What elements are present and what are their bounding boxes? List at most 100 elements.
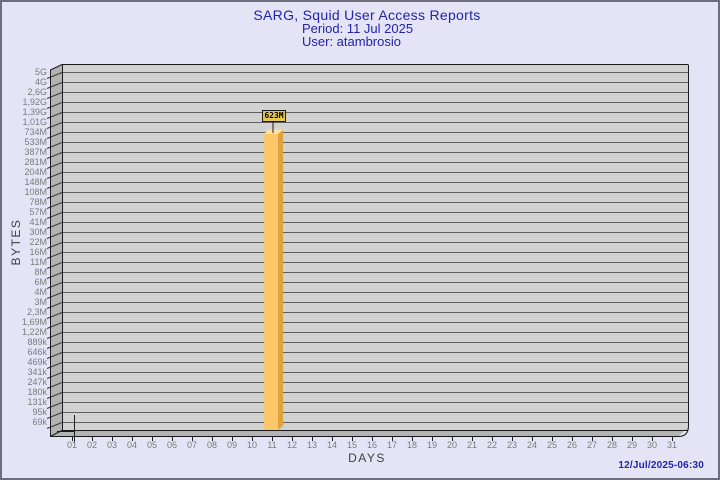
y-tick-label: 131k xyxy=(27,397,47,407)
y-tick-label: 1,92G xyxy=(22,97,47,107)
y-tick-label: 57M xyxy=(29,207,47,217)
x-tick-label: 05 xyxy=(146,440,157,450)
report-timestamp: 12/Jul/2025-06:30 xyxy=(618,460,704,471)
y-tick-label: 204M xyxy=(24,167,47,177)
wall-tick xyxy=(46,192,63,199)
wall-tick xyxy=(46,302,63,309)
x-tick-label: 18 xyxy=(406,440,417,450)
x-tick-label: 28 xyxy=(606,440,617,450)
x-tick-label: 14 xyxy=(326,440,337,450)
plot-left-wall xyxy=(50,64,62,436)
wall-tick xyxy=(46,412,63,419)
y-tick-label: 247k xyxy=(27,377,47,387)
y-tick-label: 22M xyxy=(29,237,47,247)
y-tick-label: 889k xyxy=(27,337,47,347)
wall-tick xyxy=(46,232,63,239)
wall-tick xyxy=(46,272,63,279)
x-tick-label: 01 xyxy=(66,440,77,450)
y-tick-label: 1,01G xyxy=(22,117,47,127)
wall-tick xyxy=(46,292,63,299)
y-axis-title: BYTES xyxy=(9,218,23,266)
x-tick-label: 19 xyxy=(426,440,437,450)
wall-tick xyxy=(46,102,63,109)
x-tick-label: 25 xyxy=(546,440,557,450)
wall-tick xyxy=(46,402,63,409)
x-tick-label: 16 xyxy=(366,440,377,450)
wall-tick xyxy=(46,182,63,189)
x-tick-label: 09 xyxy=(226,440,237,450)
report-title: SARG, Squid User Access Reports xyxy=(253,7,481,23)
y-tick-label: 69k xyxy=(32,417,47,427)
bar-front xyxy=(264,134,278,430)
y-tick-label: 533M xyxy=(24,137,47,147)
x-tick-label: 04 xyxy=(126,440,137,450)
wall-tick xyxy=(46,152,63,159)
wall-tick xyxy=(46,342,63,349)
x-tick-label: 22 xyxy=(486,440,497,450)
y-tick-label: 734M xyxy=(24,127,47,137)
wall-tick xyxy=(46,372,63,379)
wall-tick xyxy=(46,252,63,259)
x-tick-label: 12 xyxy=(286,440,297,450)
bar-side xyxy=(278,129,283,430)
y-tick-label: 2,3M xyxy=(26,307,47,317)
wall-tick xyxy=(46,72,63,79)
y-tick-label: 341k xyxy=(27,367,47,377)
y-tick-label: 3M xyxy=(34,297,47,307)
x-tick-label: 20 xyxy=(446,440,457,450)
y-tick-label: 646k xyxy=(27,347,47,357)
wall-tick xyxy=(46,422,63,429)
y-tick-label: 108M xyxy=(24,187,47,197)
x-tick-label: 07 xyxy=(186,440,197,450)
y-tick-label: 8M xyxy=(34,267,47,277)
x-tick-label: 15 xyxy=(346,440,357,450)
y-tick-label: 95k xyxy=(32,407,47,417)
x-tick-label: 27 xyxy=(586,440,597,450)
y-tick-label: 30M xyxy=(29,227,47,237)
x-tick-label: 10 xyxy=(246,440,257,450)
y-tick-label: 4M xyxy=(34,287,47,297)
y-tick-label: 1,39G xyxy=(22,107,47,117)
x-tick-label: 17 xyxy=(386,440,397,450)
x-tick-label: 08 xyxy=(206,440,217,450)
y-tick-label: 5G xyxy=(34,67,47,77)
wall-tick xyxy=(46,282,63,289)
y-tick-label: 2,6G xyxy=(27,87,47,97)
plot-face xyxy=(62,64,688,430)
wall-tick xyxy=(46,92,63,99)
x-axis-title: DAYS xyxy=(348,451,386,465)
x-tick-label: 29 xyxy=(626,440,637,450)
report-period: Period: 11 Jul 2025 xyxy=(302,21,414,36)
x-tick-label: 06 xyxy=(166,440,177,450)
x-tick-label: 02 xyxy=(86,440,97,450)
wall-tick xyxy=(46,312,63,319)
wall-tick xyxy=(46,242,63,249)
y-tick-label: 387M xyxy=(24,147,47,157)
wall-tick xyxy=(46,82,63,89)
plot-outline xyxy=(49,64,689,437)
x-tick-label: 31 xyxy=(666,440,677,450)
report-subtitles: Period: 11 Jul 2025 User: atambrosio xyxy=(302,22,413,48)
x-tick-label: 24 xyxy=(526,440,537,450)
y-tick-label: 6M xyxy=(34,277,47,287)
x-tick-label: 03 xyxy=(106,440,117,450)
bar-value-label: 623M xyxy=(262,110,286,122)
x-tick-label: 11 xyxy=(267,440,277,450)
wall-tick xyxy=(46,222,63,229)
x-tick-label: 21 xyxy=(466,440,477,450)
y-tick-label: 78M xyxy=(29,197,47,207)
wall-tick xyxy=(46,132,63,139)
wall-tick xyxy=(46,172,63,179)
wall-tick xyxy=(46,202,63,209)
wall-tick xyxy=(46,142,63,149)
y-tick-label: 469k xyxy=(27,357,47,367)
wall-tick xyxy=(46,262,63,269)
wall-tick xyxy=(46,112,63,119)
y-tick-label: 1,22M xyxy=(21,327,47,337)
x-tick-label: 23 xyxy=(506,440,517,450)
wall-tick xyxy=(46,162,63,169)
y-tick-label: 148M xyxy=(24,177,47,187)
wall-tick xyxy=(46,362,63,369)
